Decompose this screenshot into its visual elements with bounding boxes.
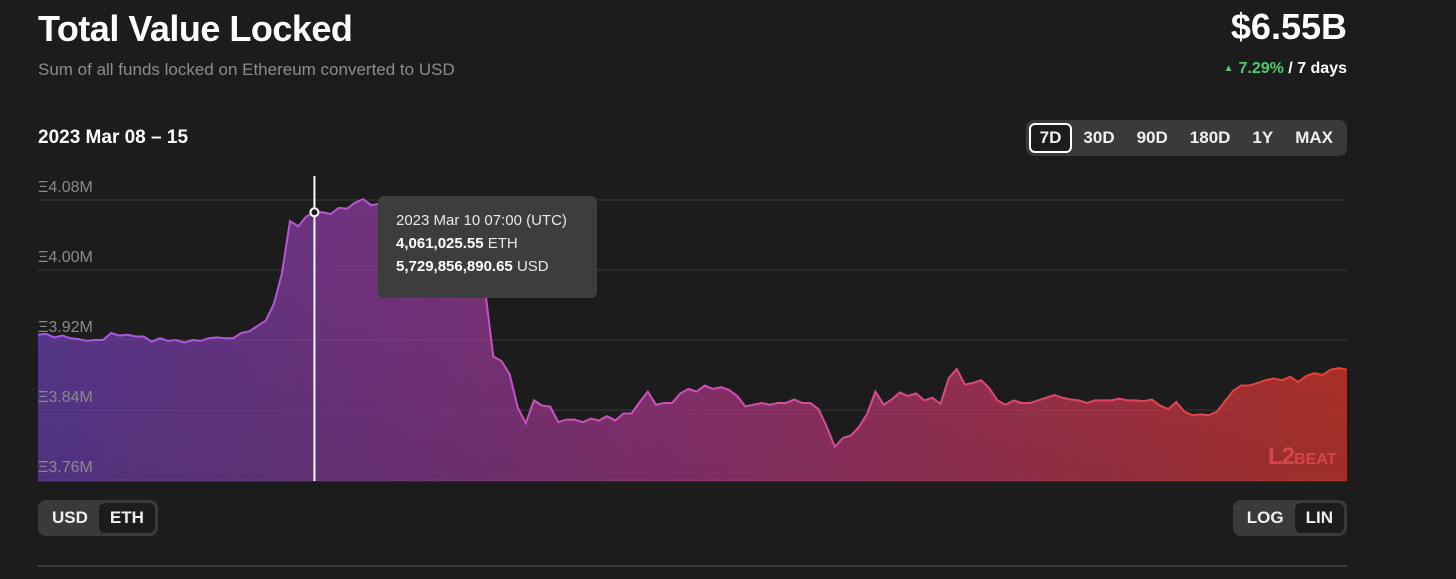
- tvl-change: ▲ 7.29% / 7 days: [1224, 60, 1347, 78]
- up-triangle-icon: ▲: [1223, 63, 1234, 74]
- change-period: / 7 days: [1288, 60, 1347, 77]
- y-tick-label: Ξ3.76M: [38, 459, 93, 476]
- y-axis-ticks: Ξ3.76M Ξ3.84M Ξ3.92M Ξ4.00M Ξ4.08M: [38, 179, 93, 476]
- scale-log-button[interactable]: LOG: [1246, 508, 1284, 527]
- tooltip-usd: 5,729,856,890.65 USD: [396, 258, 549, 275]
- bottom-divider: [38, 565, 1347, 567]
- period-90d-button[interactable]: 90D: [1136, 128, 1168, 147]
- y-tick-label: Ξ3.84M: [38, 389, 93, 406]
- date-range: 2023 Mar 08 – 15: [38, 127, 189, 148]
- scale-lin-button[interactable]: LIN: [1294, 503, 1344, 533]
- tvl-area-fade: [38, 199, 1347, 481]
- scale-toggle: LOG LIN: [1232, 500, 1347, 536]
- change-percent: 7.29%: [1238, 60, 1284, 77]
- hover-point: [309, 207, 320, 218]
- y-tick-label: Ξ3.92M: [38, 319, 93, 336]
- tooltip-date: 2023 Mar 10 07:00 (UTC): [396, 212, 567, 229]
- page-title: Total Value Locked: [38, 8, 353, 49]
- page-subtitle: Sum of all funds locked on Ethereum conv…: [38, 60, 455, 79]
- period-1y-button[interactable]: 1Y: [1252, 128, 1274, 147]
- chart-tooltip: 2023 Mar 10 07:00 (UTC) 4,061,025.55 ETH…: [378, 196, 597, 298]
- currency-usd-button[interactable]: USD: [52, 508, 88, 527]
- y-tick-label: Ξ4.00M: [38, 249, 93, 266]
- tooltip-eth: 4,061,025.55 ETH: [396, 235, 518, 252]
- period-selector: 7D 30D 90D 180D 1Y MAX: [1025, 120, 1347, 156]
- tvl-value: $6.55B: [1230, 6, 1347, 47]
- period-7d-button[interactable]: 7D: [1028, 123, 1073, 153]
- y-tick-label: Ξ4.08M: [38, 179, 93, 196]
- tvl-line: [37, 197, 1348, 449]
- period-180d-button[interactable]: 180D: [1189, 128, 1231, 147]
- period-max-button[interactable]: MAX: [1295, 128, 1333, 147]
- period-30d-button[interactable]: 30D: [1083, 128, 1115, 147]
- currency-toggle: USD ETH: [38, 500, 158, 536]
- l2beat-logo: L2BEAT: [1268, 443, 1337, 470]
- currency-eth-button[interactable]: ETH: [98, 503, 155, 533]
